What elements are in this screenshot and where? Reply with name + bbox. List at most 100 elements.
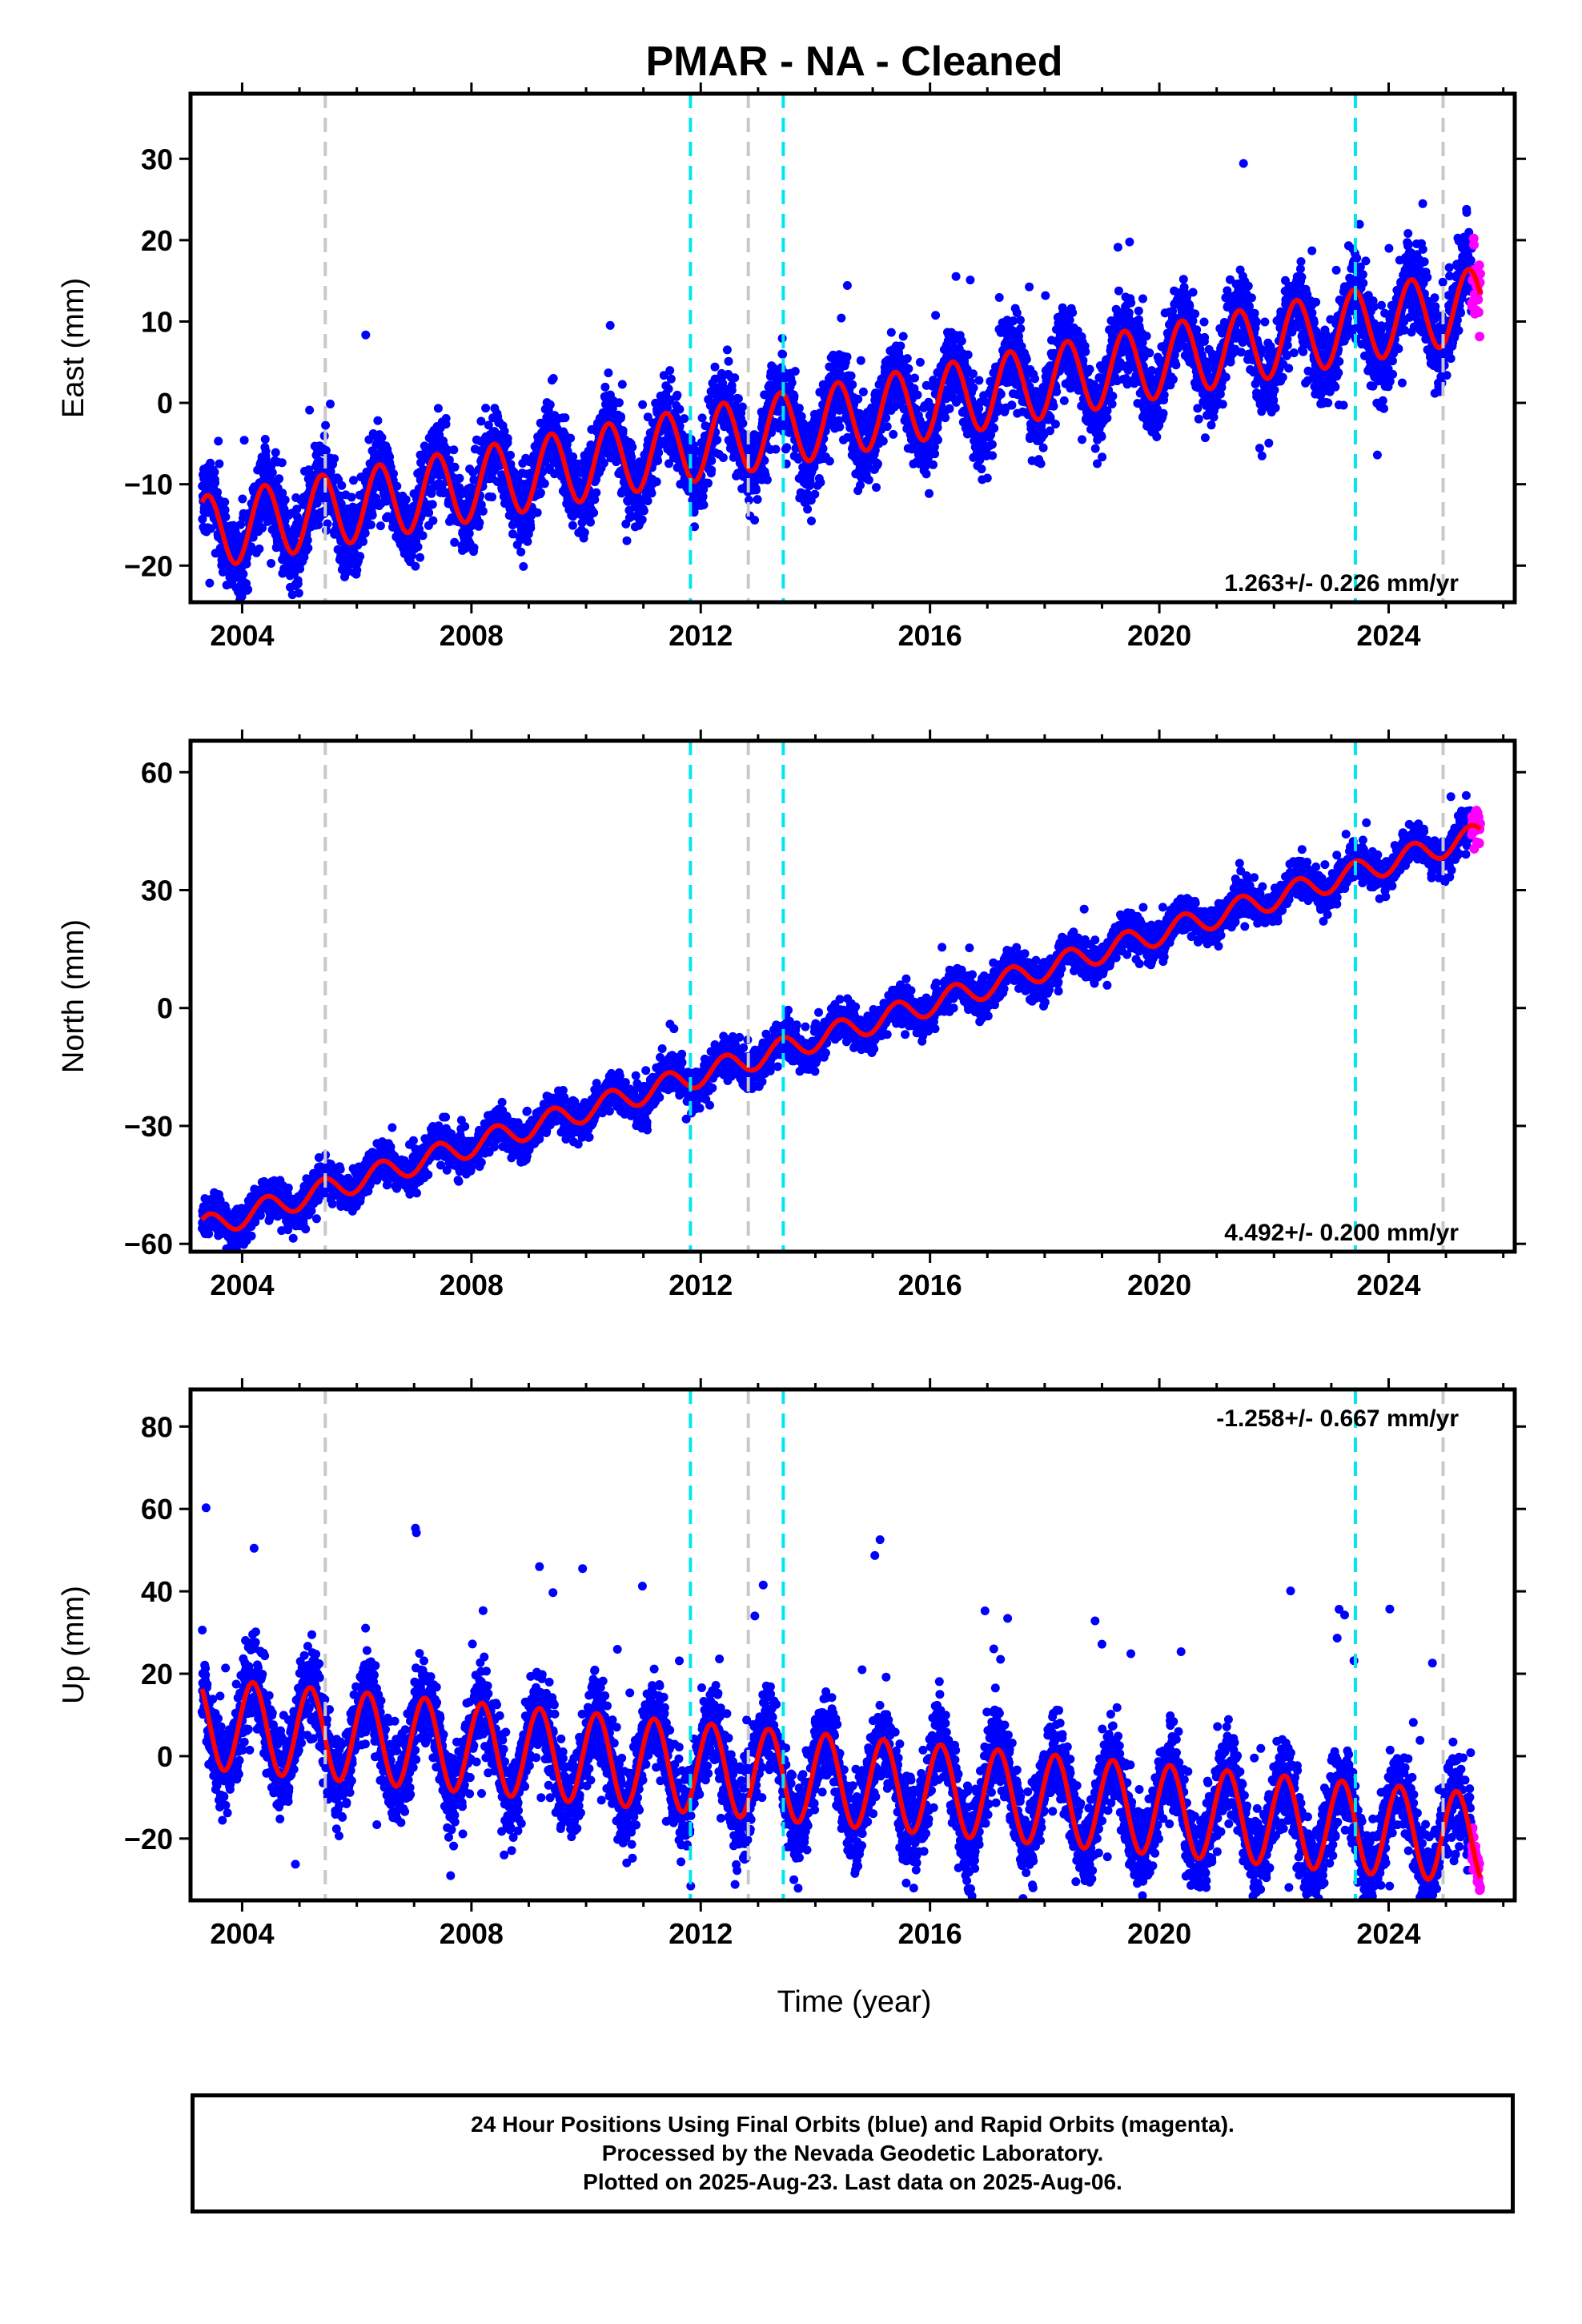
data-point (951, 271, 961, 281)
data-point (444, 455, 454, 464)
data-point (647, 489, 656, 498)
data-point (794, 404, 804, 413)
data-point (1097, 432, 1106, 441)
data-point (1025, 282, 1034, 292)
data-point (790, 367, 800, 376)
data-point (261, 447, 271, 456)
data-point (321, 420, 331, 430)
data-point (853, 394, 863, 404)
data-point (205, 578, 215, 588)
data-point (787, 378, 797, 388)
data-point (1138, 294, 1147, 304)
data-point (1016, 324, 1026, 333)
data-point (237, 592, 247, 601)
data-point (464, 529, 474, 538)
data-point (568, 452, 578, 461)
data-point (966, 275, 975, 285)
data-point (925, 489, 934, 498)
data-point (1125, 237, 1134, 247)
data-point (1007, 400, 1017, 410)
data-point (977, 464, 986, 474)
data-point (326, 400, 335, 408)
data-point (352, 565, 362, 575)
data-point (261, 455, 271, 464)
data-point (1081, 347, 1090, 356)
data-point (481, 404, 491, 413)
data-point (359, 537, 367, 546)
data-point (457, 489, 467, 498)
data-point (910, 373, 919, 383)
data-point (441, 414, 451, 423)
data-point (484, 420, 493, 430)
data-point (545, 400, 555, 409)
data-point (361, 330, 371, 340)
data-point (1078, 435, 1086, 444)
data-point (293, 513, 302, 522)
figure-title: PMAR - NA - Cleaned (646, 38, 1063, 85)
data-point (718, 453, 728, 462)
data-point (277, 458, 287, 468)
data-point (968, 369, 978, 379)
data-point (872, 483, 881, 493)
data-point (295, 564, 305, 573)
data-point (753, 495, 762, 505)
data-point (818, 444, 828, 453)
data-point (934, 435, 942, 444)
data-point (450, 537, 460, 547)
data-point (314, 520, 323, 529)
data-point (303, 536, 312, 545)
data-point (727, 385, 737, 395)
data-point (220, 497, 230, 507)
data-point (987, 440, 997, 449)
data-point (622, 536, 632, 545)
data-point (707, 456, 717, 465)
data-point (1142, 332, 1151, 341)
data-point (1050, 420, 1060, 429)
data-point (902, 354, 912, 364)
data-point (1126, 298, 1136, 308)
data-point (560, 413, 570, 423)
data-point (957, 336, 966, 346)
data-point (673, 390, 682, 400)
data-point (675, 404, 685, 414)
data-point (982, 473, 992, 483)
data-point (752, 485, 761, 495)
data-point (1022, 355, 1031, 364)
data-point (915, 357, 925, 367)
data-point (592, 488, 601, 497)
data-point (424, 444, 433, 454)
data-point (373, 416, 383, 425)
data-point (652, 477, 661, 487)
data-point (807, 517, 816, 525)
data-point (1030, 374, 1039, 384)
data-point (347, 493, 356, 502)
data-point (750, 516, 760, 525)
data-point (1015, 316, 1025, 325)
data-point (360, 529, 370, 538)
data-point (898, 332, 908, 341)
data-point (215, 459, 224, 468)
data-point (837, 313, 846, 323)
data-point (478, 506, 488, 516)
data-point (449, 445, 459, 455)
data-point (415, 525, 424, 534)
data-point (969, 383, 978, 392)
data-point (367, 510, 377, 520)
data-point (238, 494, 247, 504)
data-point (548, 374, 558, 383)
data-point (211, 478, 220, 488)
data-point (275, 474, 284, 484)
data-point (213, 488, 222, 497)
data-point (255, 544, 264, 553)
data-point (293, 579, 303, 589)
data-point (258, 523, 267, 533)
data-point (665, 366, 675, 376)
data-point (1134, 306, 1143, 316)
data-point (469, 543, 479, 553)
data-point (488, 493, 497, 502)
data-point (536, 488, 545, 497)
data-point (858, 387, 868, 396)
data-point (1107, 400, 1117, 408)
data-point (366, 520, 375, 529)
data-point (580, 528, 589, 537)
